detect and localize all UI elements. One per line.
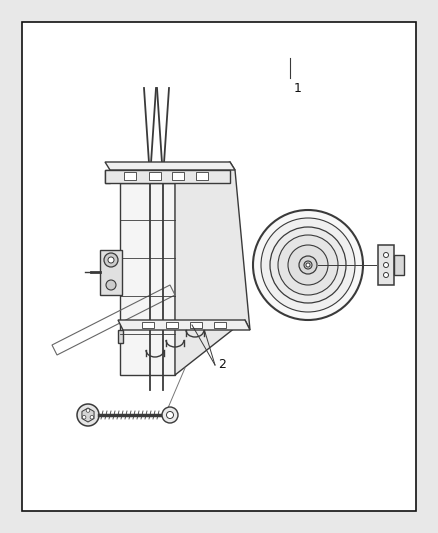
Circle shape — [166, 411, 173, 418]
Polygon shape — [124, 172, 136, 180]
FancyBboxPatch shape — [22, 22, 416, 511]
Polygon shape — [118, 320, 250, 330]
Circle shape — [278, 235, 338, 295]
Polygon shape — [166, 322, 178, 328]
Polygon shape — [142, 322, 154, 328]
Polygon shape — [100, 250, 122, 295]
Circle shape — [86, 409, 90, 413]
Circle shape — [106, 280, 116, 290]
Polygon shape — [190, 322, 202, 328]
Polygon shape — [196, 172, 208, 180]
Circle shape — [77, 404, 99, 426]
Polygon shape — [172, 172, 184, 180]
Circle shape — [82, 415, 86, 419]
Polygon shape — [120, 183, 175, 375]
Polygon shape — [105, 170, 110, 183]
Circle shape — [162, 407, 178, 423]
Circle shape — [288, 245, 328, 285]
Circle shape — [384, 253, 389, 257]
Polygon shape — [82, 408, 94, 422]
Polygon shape — [149, 172, 161, 180]
Polygon shape — [175, 162, 250, 375]
Circle shape — [261, 218, 355, 312]
Circle shape — [299, 256, 317, 274]
Circle shape — [384, 262, 389, 268]
Circle shape — [270, 227, 346, 303]
Circle shape — [104, 253, 118, 267]
Circle shape — [90, 415, 94, 419]
Circle shape — [384, 272, 389, 278]
Polygon shape — [105, 162, 235, 170]
Circle shape — [306, 263, 310, 267]
Circle shape — [304, 261, 312, 269]
Polygon shape — [394, 255, 404, 275]
Polygon shape — [118, 330, 123, 343]
Circle shape — [253, 210, 363, 320]
Polygon shape — [105, 170, 230, 183]
Text: 2: 2 — [218, 359, 226, 372]
Polygon shape — [378, 245, 394, 285]
Polygon shape — [214, 322, 226, 328]
Circle shape — [108, 257, 114, 263]
Text: 1: 1 — [294, 82, 302, 95]
